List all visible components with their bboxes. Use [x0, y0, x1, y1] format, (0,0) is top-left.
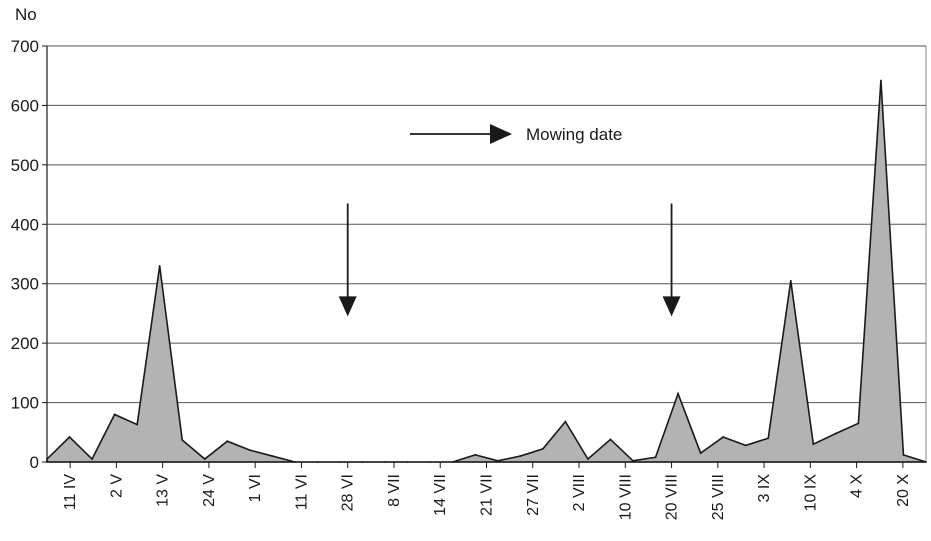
x-tick-label: 1 VI [247, 474, 264, 502]
data-point [767, 437, 770, 440]
data-point [632, 459, 634, 462]
data-series-area [46, 80, 927, 463]
y-tick-label: 200 [11, 334, 39, 353]
data-point [158, 264, 161, 267]
data-point [699, 452, 702, 454]
x-tick-label: 13 V [155, 474, 172, 507]
y-tick-label: 300 [11, 275, 39, 294]
x-tick-label: 10 IX [802, 474, 819, 512]
plot-area [46, 79, 927, 463]
data-point [564, 420, 567, 423]
data-point [91, 458, 93, 460]
legend-label: Mowing date [526, 125, 622, 144]
y-tick-label: 700 [11, 37, 39, 56]
data-point [789, 279, 792, 282]
x-axis-ticks: 11 IV 2 V 13 V 24 V 1 VI 11 VI 28 VI 8 VII 14 VI… [47, 461, 926, 520]
y-tick-label: 500 [11, 156, 39, 175]
legend-arrow-head [490, 124, 512, 144]
data-point [181, 439, 184, 441]
data-point [271, 455, 274, 457]
x-tick-label: 2 VIII [571, 474, 588, 511]
x-tick-label: 2 V [108, 474, 125, 498]
x-tick-label: 20 X [895, 474, 912, 507]
data-point [880, 79, 882, 82]
x-tick-label: 8 VII [386, 474, 403, 507]
y-tick-label: 400 [11, 215, 39, 234]
data-point [248, 449, 251, 452]
data-point [541, 448, 544, 450]
data-point [226, 440, 229, 443]
x-tick-label: 27 VII [525, 474, 542, 516]
x-tick-label: 3 IX [756, 474, 773, 503]
data-point [857, 422, 860, 425]
y-tick-label: 100 [11, 394, 39, 413]
y-tick-label: 600 [11, 96, 39, 115]
x-tick-label: 11 IV [62, 474, 79, 511]
data-point [519, 455, 522, 457]
data-point [654, 456, 657, 459]
data-point [834, 432, 837, 435]
data-point [744, 444, 747, 447]
x-tick-label: 21 VII [479, 474, 496, 516]
x-tick-label: 28 VI [340, 474, 357, 511]
data-point [113, 413, 116, 416]
mowing-annotations: Mowing date [338, 124, 681, 317]
x-tick-label: 10 VIII [617, 474, 634, 520]
x-tick-label: 24 V [201, 474, 218, 507]
data-point [136, 423, 139, 426]
data-point [609, 438, 612, 441]
data-point [496, 459, 499, 462]
data-point [203, 458, 206, 460]
x-tick-label: 4 X [849, 474, 866, 498]
data-point [722, 436, 725, 438]
x-tick-label: 25 VIII [710, 474, 727, 520]
data-point [587, 458, 589, 460]
x-tick-label: 14 VII [432, 474, 449, 516]
y-tick-label: 0 [30, 453, 39, 472]
data-point [902, 453, 905, 456]
data-point [812, 443, 815, 446]
data-point [474, 453, 477, 456]
mowing-arrow-head [662, 296, 681, 317]
x-tick-label: 11 VI [293, 474, 310, 510]
y-axis-unit-label: No [15, 5, 37, 24]
x-tick-label: 20 VIII [664, 474, 681, 520]
y-axis-ticks: 0 100 200 300 400 500 600 700 [11, 37, 48, 472]
data-point [677, 392, 679, 395]
data-point [68, 436, 71, 438]
mowing-arrow-head [338, 296, 357, 317]
